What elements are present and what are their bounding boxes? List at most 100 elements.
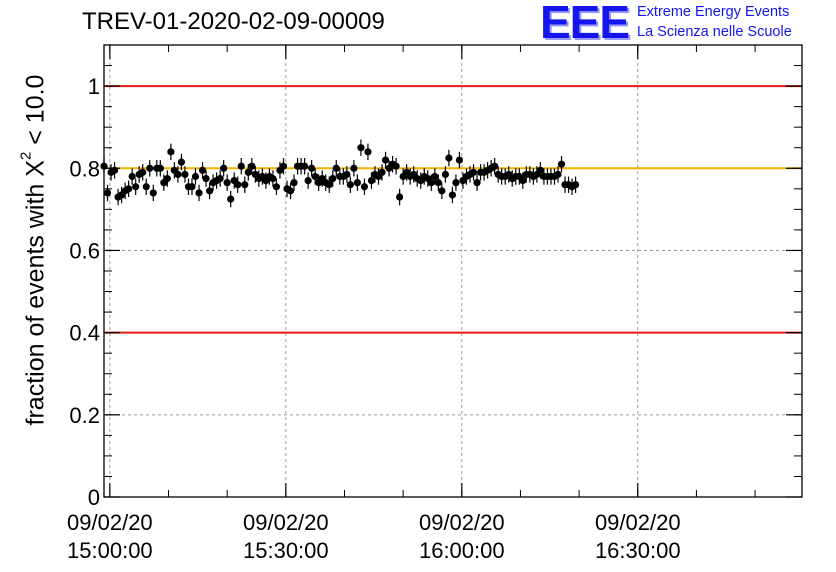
point-marker <box>357 144 365 152</box>
data-point <box>554 166 562 183</box>
data-point <box>438 182 446 200</box>
data-point <box>198 162 207 179</box>
point-marker <box>396 193 404 201</box>
point-marker <box>329 174 337 183</box>
data-point <box>290 174 298 191</box>
data-point <box>343 166 351 183</box>
point-marker <box>142 183 150 191</box>
data-point <box>163 170 171 187</box>
data-point <box>110 162 119 179</box>
y-axis-label-prefix: fraction of events with <box>21 176 50 426</box>
point-marker <box>491 162 499 170</box>
point-marker <box>441 170 449 179</box>
point-marker <box>198 166 207 174</box>
logo-line-1: Extreme Energy Events <box>637 4 790 20</box>
data-point <box>202 170 210 187</box>
point-marker <box>223 179 231 187</box>
point-marker <box>343 170 351 179</box>
data-point <box>360 178 369 195</box>
data-point <box>364 143 372 161</box>
data-point <box>146 160 154 177</box>
point-marker <box>367 177 376 185</box>
data-point <box>167 143 175 161</box>
data-point <box>220 160 228 177</box>
data-point <box>181 166 189 183</box>
y-axis-label: fraction of events with X2 < 10.0 <box>17 74 50 426</box>
point-marker <box>132 183 140 191</box>
point-marker <box>248 162 256 170</box>
data-point <box>205 182 214 200</box>
data-point <box>286 182 295 200</box>
point-marker <box>332 164 340 172</box>
point-marker <box>202 174 210 183</box>
point-marker <box>241 181 249 189</box>
data-point <box>241 176 249 193</box>
grid-lines <box>104 45 802 497</box>
data-point <box>473 174 481 191</box>
point-marker <box>286 187 295 195</box>
point-marker <box>427 179 435 187</box>
point-marker <box>205 187 214 195</box>
point-marker <box>216 174 224 183</box>
data-point <box>396 188 404 206</box>
data-point <box>353 174 361 191</box>
x-tick-label-date: 09/02/20 <box>67 510 153 535</box>
data-point <box>234 176 242 193</box>
y-axis-label-suffix: < 10.0 <box>21 74 50 152</box>
y-axis-label-symbol: X <box>21 160 50 177</box>
data-point <box>350 160 358 177</box>
data-point <box>329 170 337 187</box>
point-marker <box>378 168 386 176</box>
point-marker <box>360 183 369 191</box>
data-point <box>279 158 288 175</box>
point-marker <box>353 179 361 187</box>
plot-frame <box>103 44 803 498</box>
data-point <box>378 164 386 181</box>
data-point <box>191 168 200 185</box>
data-point <box>132 178 140 195</box>
axis-tick-labels: 0 0.2 0.4 0.6 0.8 1 09/02/20 15:00:00 09/02/20 15… <box>67 74 681 563</box>
data-point <box>269 170 277 187</box>
point-marker <box>445 154 453 162</box>
point-marker <box>392 162 400 170</box>
data-point <box>392 158 400 175</box>
point-marker <box>557 160 566 168</box>
data-point <box>346 176 354 193</box>
data-point <box>452 174 460 191</box>
point-marker <box>279 162 288 170</box>
point-marker <box>272 183 281 191</box>
reference-lines <box>104 85 802 334</box>
point-marker <box>311 172 319 181</box>
data-point <box>571 176 580 193</box>
data-point <box>128 168 136 185</box>
point-marker <box>455 156 464 164</box>
data-point <box>195 184 203 202</box>
data-point <box>557 155 566 173</box>
data-point <box>304 172 312 189</box>
point-marker <box>139 168 147 176</box>
point-marker <box>156 164 164 172</box>
point-marker <box>536 166 544 174</box>
data-point <box>216 170 224 187</box>
y-tick-label: 0 <box>88 485 100 510</box>
data-point <box>332 160 340 177</box>
data-point <box>149 184 157 202</box>
point-marker <box>167 148 175 156</box>
point-marker <box>452 179 460 187</box>
x-tick-label-time: 15:00:00 <box>67 538 153 563</box>
point-marker <box>438 187 446 195</box>
y-tick-label: 0.6 <box>69 238 100 263</box>
point-marker <box>103 189 112 197</box>
y-tick-label: 0.2 <box>69 403 100 428</box>
point-marker <box>227 195 235 203</box>
point-marker <box>195 189 203 197</box>
point-marker <box>364 148 372 156</box>
point-marker <box>346 181 354 189</box>
point-marker <box>220 164 228 172</box>
point-marker <box>554 170 562 179</box>
y-tick-label: 0.4 <box>69 321 100 346</box>
data-point <box>103 184 112 202</box>
point-marker <box>301 162 309 170</box>
x-tick-label-date: 09/02/20 <box>243 510 329 535</box>
eee-logo: EEE Extreme Energy Events La Scienza nel… <box>540 0 834 48</box>
